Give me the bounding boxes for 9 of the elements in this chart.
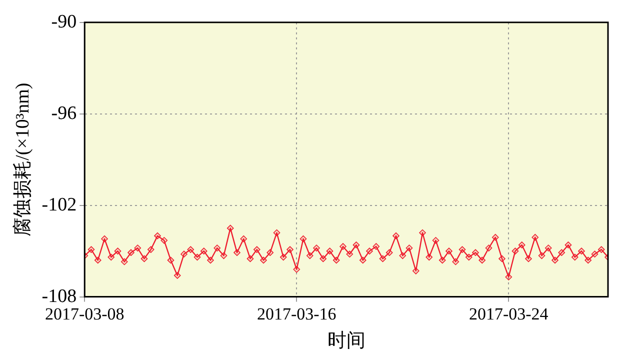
- y-tick-label: -96: [51, 102, 77, 124]
- y-tick-label: -102: [42, 194, 77, 216]
- x-axis-title: 时间: [327, 330, 366, 352]
- y-axis-title: 腐蚀损耗/(×10³nm): [11, 82, 34, 236]
- x-tick-label: 2017-03-08: [44, 304, 124, 324]
- y-tick-label: -108: [42, 286, 77, 307]
- x-tick-label: 2017-03-24: [468, 304, 549, 324]
- x-tick-label: 2017-03-16: [256, 304, 336, 324]
- y-tick-label: -90: [51, 11, 77, 32]
